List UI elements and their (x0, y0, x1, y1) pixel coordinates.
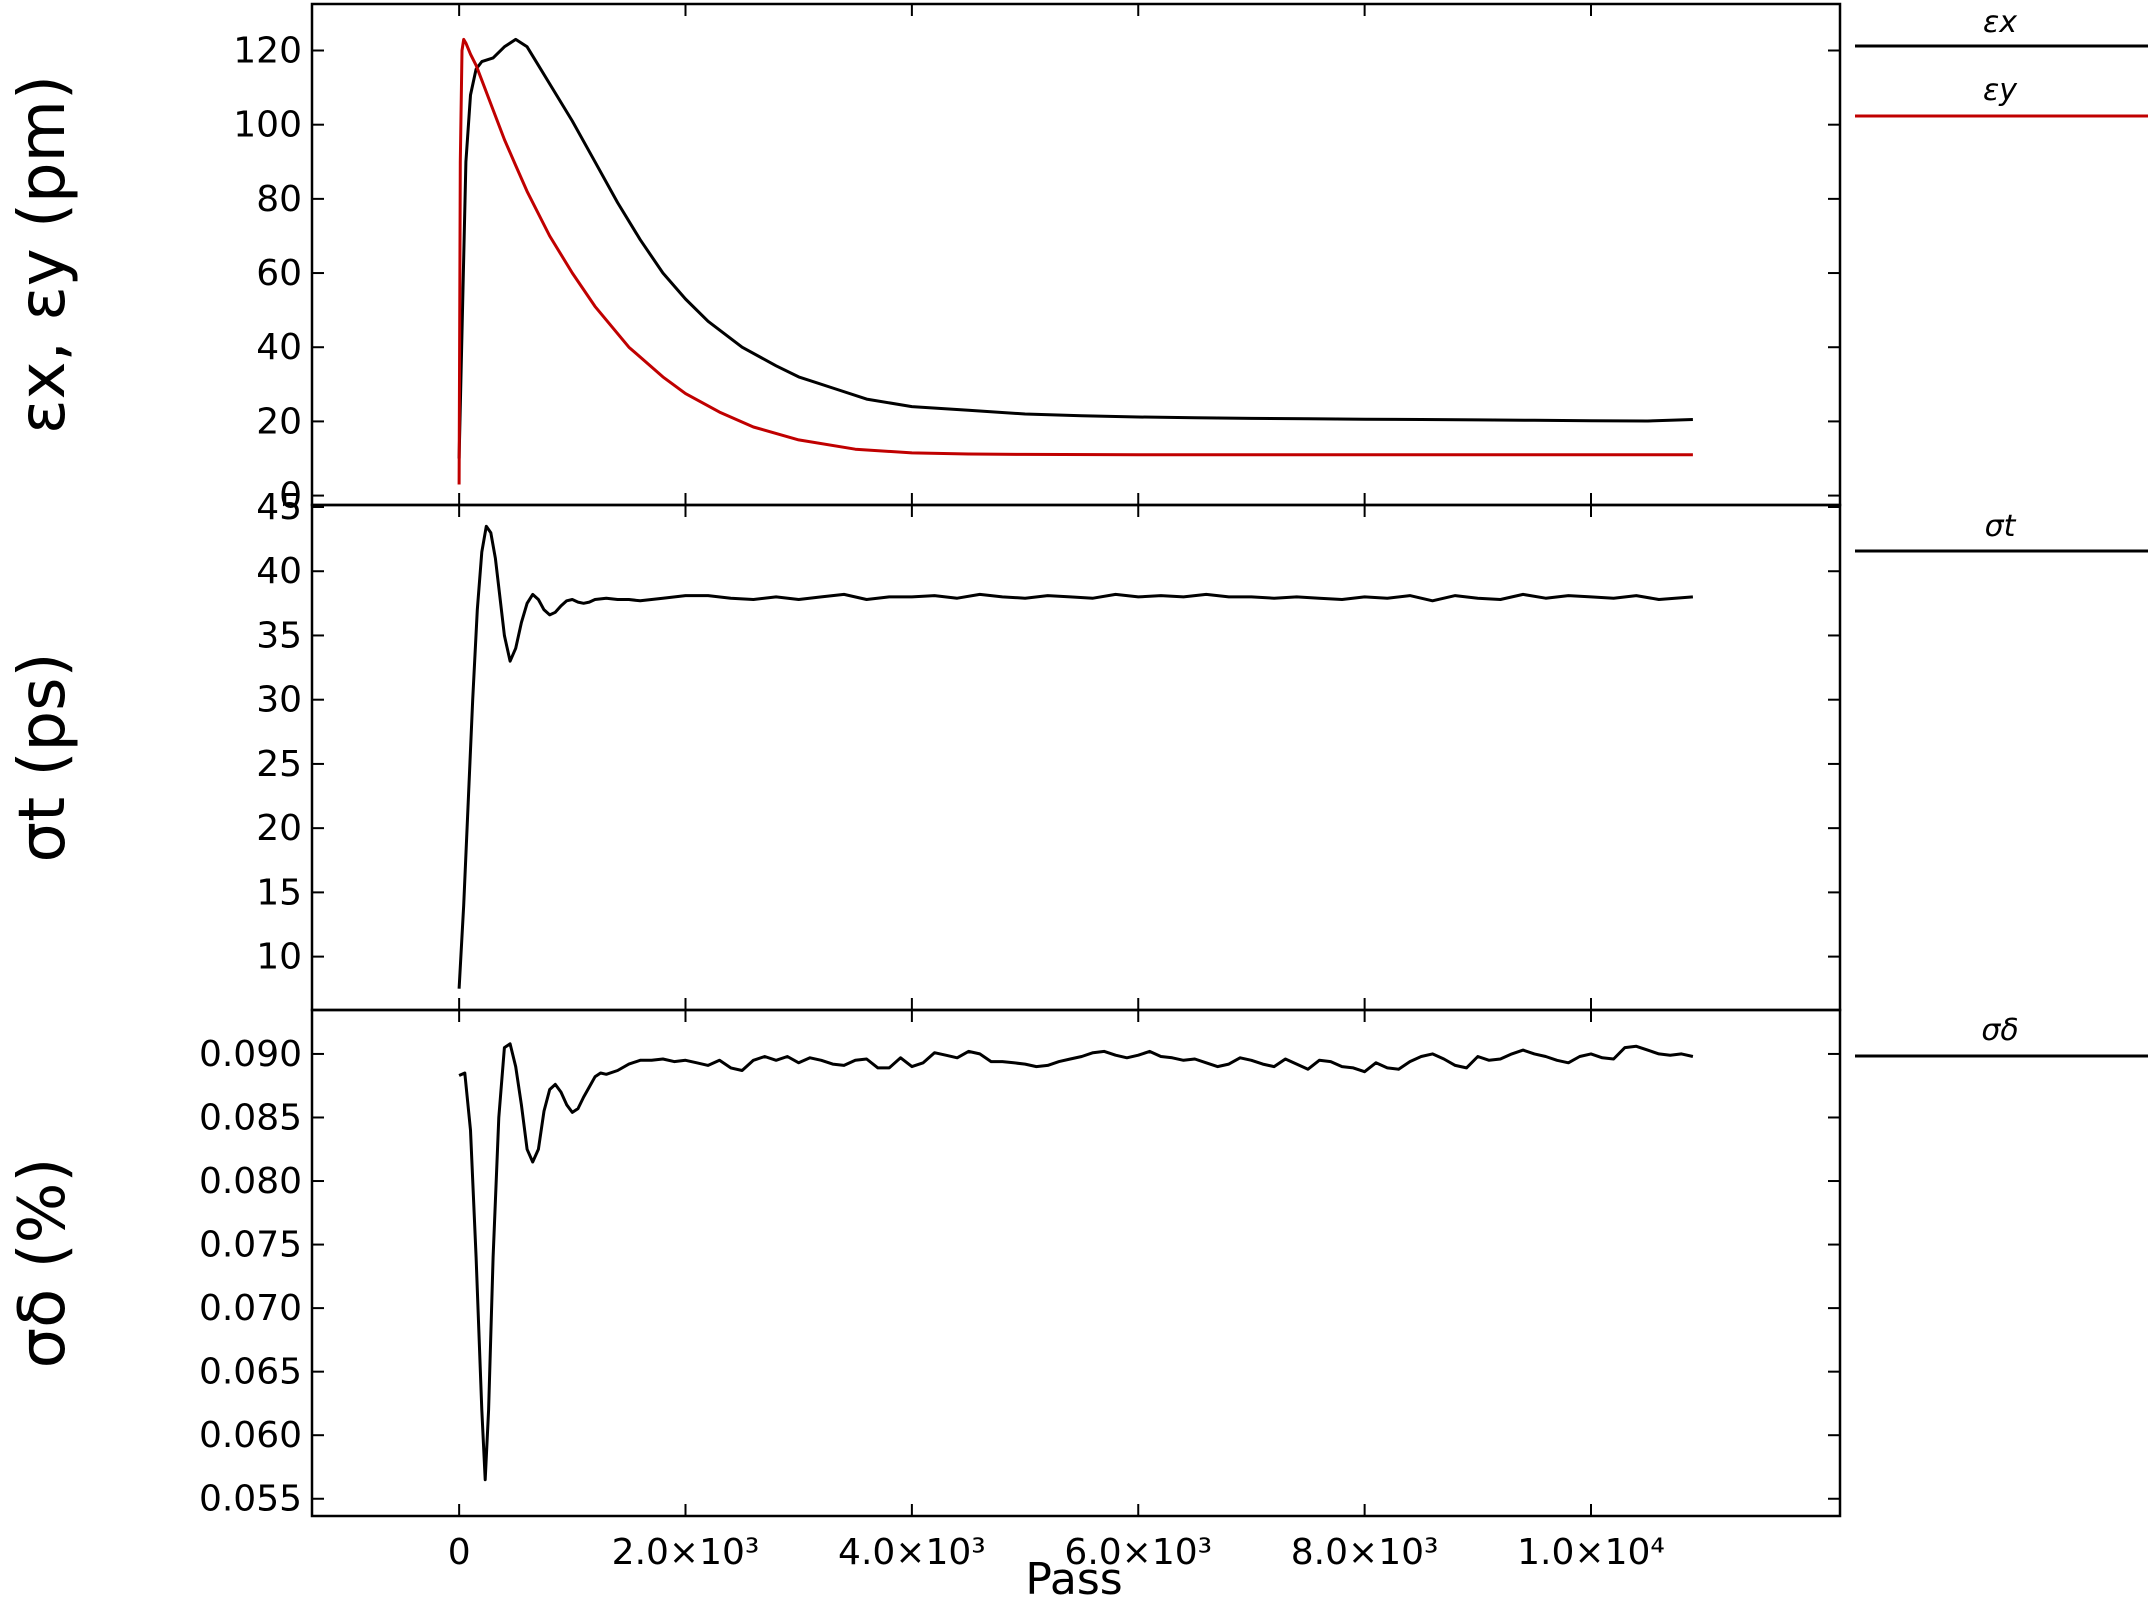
series-line-1-1 (457, 37, 1693, 459)
y-tick-label: 80 (256, 179, 302, 220)
legend-label: εx (1983, 5, 2017, 40)
y-tick-label: 0.085 (199, 1097, 302, 1138)
chart-panel-1: 0 20 40 60 80 100 120 εx, εy (pm) (6, 2, 1842, 517)
legend-label: εy (1983, 73, 2018, 108)
y-tick-label: 0.060 (199, 1415, 302, 1456)
x-tick-label: 4.0×10³ (838, 1532, 986, 1573)
series-line-1-2 (457, 37, 1693, 485)
x-axis-title: Pass (1025, 1554, 1122, 1598)
y-tick-label: 120 (233, 31, 302, 72)
y-tick-label: 0.075 (199, 1225, 302, 1266)
chart-panel-3: 0.055 0.060 0.065 0.070 0.075 0.080 0.085 0.090… (6, 1008, 1842, 1598)
legend-label: σδ (1981, 1013, 2018, 1048)
y-tick-label: 100 (233, 105, 302, 146)
legend-area: εx εy σt σδ (1855, 5, 2148, 1058)
y-tick-label: 35 (256, 615, 302, 656)
series-line-2-1 (457, 524, 1694, 989)
plot-frame (310, 503, 1842, 1012)
y-tick-label: 10 (256, 937, 302, 978)
plot-frame (310, 1008, 1842, 1518)
legend-entry: εy (1855, 73, 2148, 118)
y-tick-label: 0.065 (199, 1352, 302, 1393)
y-tick-label: 0.080 (199, 1161, 302, 1202)
y-tick-label: 40 (256, 551, 302, 592)
series-line-3-1 (458, 1042, 1694, 1482)
legend-label: σt (1985, 509, 2017, 544)
legend-entry: σt (1855, 509, 2148, 553)
y-axis-title: σt (ps) (6, 653, 80, 863)
plot-frame (310, 2, 1842, 507)
y-tick-label: 25 (256, 744, 302, 785)
x-tick-label: 8.0×10³ (1291, 1532, 1439, 1573)
chart-panel-2: 10 15 20 25 30 35 40 45 σt (ps) (6, 487, 1842, 1012)
legend-entry: εx (1855, 5, 2148, 48)
y-tick-label: 30 (256, 680, 302, 721)
x-tick-label: 6.0×10³ (1064, 1532, 1212, 1573)
x-tick-label: 2.0×10³ (612, 1532, 760, 1573)
y-tick-label: 0 (279, 476, 302, 517)
chart-panels: 0 20 40 60 80 100 120 εx, εy (pm) 10 15 20 25 30 35 40… (6, 2, 1842, 1598)
y-axis-title: σδ (%) (6, 1158, 80, 1369)
y-tick-label: 45 (256, 487, 302, 528)
y-tick-label: 20 (256, 808, 302, 849)
y-tick-label: 15 (256, 872, 302, 913)
legend-entry: σδ (1855, 1013, 2148, 1058)
y-tick-label: 40 (256, 327, 302, 368)
y-tick-label: 0.090 (199, 1034, 302, 1075)
y-tick-label: 20 (256, 401, 302, 442)
y-tick-label: 60 (256, 253, 302, 294)
y-tick-label: 0.070 (199, 1288, 302, 1329)
y-tick-label: 0.055 (199, 1479, 302, 1520)
x-tick-label: 1.0×10⁴ (1517, 1532, 1665, 1573)
x-tick-label: 0 (448, 1532, 471, 1573)
y-axis-title: εx, εy (pm) (6, 75, 80, 434)
